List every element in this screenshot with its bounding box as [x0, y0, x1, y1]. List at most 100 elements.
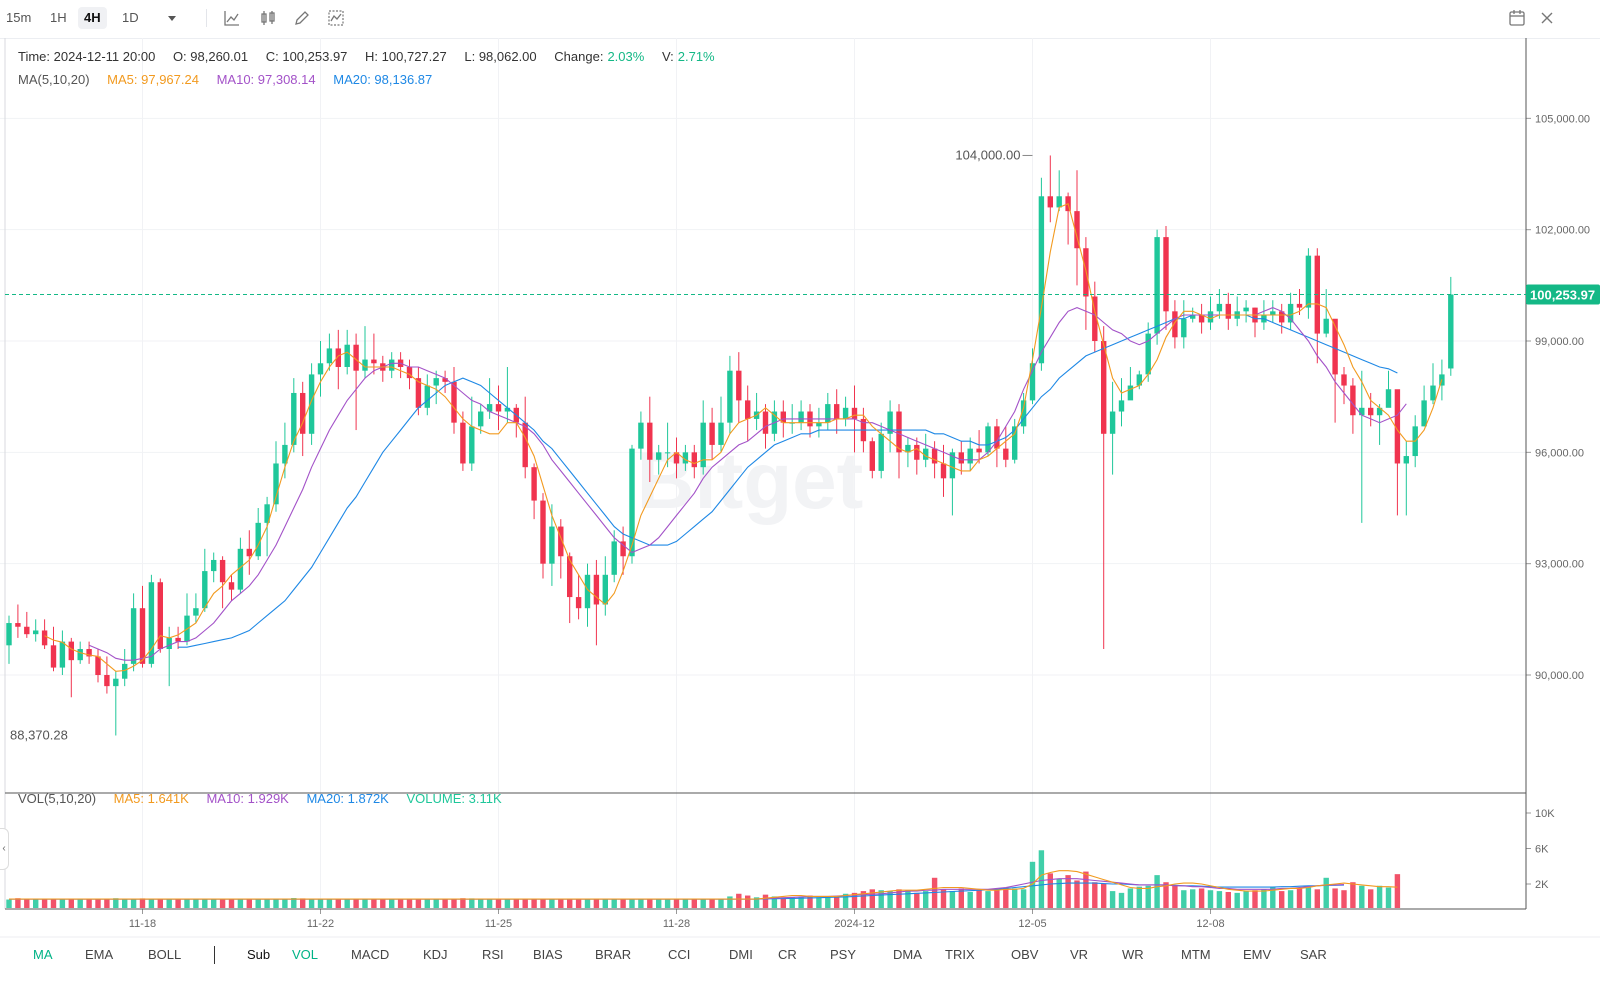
- high-marker-label: 104,000.00: [955, 147, 1020, 162]
- candle-body: [1385, 389, 1392, 408]
- sub-label: Sub: [247, 947, 271, 962]
- volume-bar: [816, 897, 822, 908]
- candle-body: [1359, 407, 1365, 416]
- candle-body: [905, 444, 911, 453]
- timeframe-1d[interactable]: 1D: [122, 10, 139, 25]
- volume-bar: [478, 898, 484, 908]
- indicator-obv[interactable]: OBV: [1011, 947, 1039, 962]
- indicator-vol[interactable]: VOL: [292, 947, 319, 962]
- indicator-macd[interactable]: MACD: [351, 947, 390, 962]
- timeframe-4h[interactable]: 4H: [78, 7, 107, 29]
- candle-body: [95, 656, 101, 675]
- volume-bar: [308, 898, 315, 908]
- volume-bar: [1136, 886, 1142, 908]
- indicator-sar[interactable]: SAR: [1300, 947, 1327, 962]
- volume-bar: [300, 898, 306, 908]
- info-change-label: Change:: [554, 49, 604, 64]
- indicator-wr[interactable]: WR: [1122, 947, 1144, 962]
- indicator-cci[interactable]: CCI: [668, 947, 691, 962]
- candle-body: [308, 374, 315, 434]
- last-price-label: 100,253.97: [1530, 287, 1595, 302]
- indicator-kdj[interactable]: KDJ: [423, 947, 448, 962]
- date-tick-label: 2024-12: [834, 918, 874, 930]
- calendar-icon[interactable]: [1507, 8, 1527, 28]
- volume-bar: [709, 899, 715, 908]
- volume-bar: [1243, 891, 1249, 908]
- indicator-ma[interactable]: MA: [33, 947, 53, 962]
- collapse-arrow-icon[interactable]: ‹: [0, 828, 9, 870]
- pencil-icon[interactable]: [292, 8, 312, 28]
- volume-bar: [1020, 889, 1027, 908]
- timeframe-15m[interactable]: 15m: [6, 10, 32, 25]
- volume-bar: [282, 898, 288, 908]
- volume-bar: [1154, 875, 1160, 908]
- timeframe-1h[interactable]: 1H: [50, 10, 67, 25]
- volume-bar: [33, 899, 39, 908]
- candle-body: [415, 378, 422, 408]
- indicator-emv[interactable]: EMV: [1243, 947, 1272, 962]
- candlestick-icon[interactable]: [258, 8, 278, 28]
- volume-bar: [362, 899, 368, 908]
- candle-body: [469, 426, 475, 464]
- volume-bar: [1368, 889, 1374, 908]
- ohlc-info: Time: 2024-12-11 20:00 O: 98,260.01 C: 1…: [18, 49, 729, 64]
- volume-bar: [611, 899, 617, 908]
- volume-bar: [148, 899, 155, 908]
- volume-bar: [50, 899, 57, 908]
- candle-body: [255, 522, 261, 557]
- indicator-trix[interactable]: TRIX: [945, 947, 975, 962]
- line-chart-icon[interactable]: [222, 8, 242, 28]
- volume-bar: [1127, 888, 1134, 908]
- volume-bar: [575, 898, 582, 908]
- price-tick-label: 102,000.00: [1535, 225, 1590, 237]
- indicator-boll[interactable]: BOLL: [148, 947, 182, 962]
- volume-bar: [1314, 889, 1320, 908]
- volume-bar: [682, 899, 689, 908]
- volume-bar: [1216, 891, 1223, 908]
- date-tick-label: 11-18: [129, 918, 156, 930]
- indicator-vr[interactable]: VR: [1070, 947, 1089, 962]
- chevron-down-icon[interactable]: [162, 8, 182, 28]
- volume-bar: [175, 899, 181, 908]
- volume-bar: [1118, 892, 1125, 908]
- volume-bar: [1198, 888, 1205, 908]
- candle-body: [122, 663, 128, 679]
- candle-body: [1172, 311, 1178, 338]
- volume-bar: [246, 899, 252, 908]
- candle-body: [575, 597, 582, 609]
- volume-tick-label: 10K: [1535, 808, 1555, 820]
- indicator-brar[interactable]: BRAR: [595, 947, 632, 962]
- axes: 105,000.00 102,000.00 99,000.00 96,000.00 93…: [0, 38, 1600, 938]
- volume-bar: [647, 899, 653, 908]
- candle-body: [602, 574, 608, 605]
- volume-bar: [807, 895, 813, 908]
- volume-bar: [442, 899, 448, 908]
- volume-bar: [1047, 873, 1053, 908]
- volume-bar: [317, 898, 324, 908]
- candle-body: [656, 452, 662, 460]
- volume-bar: [1056, 878, 1062, 908]
- info-amp-value: 2.71%: [677, 49, 715, 64]
- ma-lines: [9, 202, 1443, 900]
- indicator-mtm[interactable]: MTM: [1181, 947, 1211, 962]
- indicator-cr[interactable]: CR: [778, 947, 797, 962]
- close-icon[interactable]: [1537, 8, 1557, 28]
- indicator-ema[interactable]: EMA: [85, 947, 114, 962]
- indicator-bias[interactable]: BIAS: [533, 947, 563, 962]
- volume-bar: [1341, 890, 1347, 908]
- candle-body: [1323, 318, 1329, 334]
- indicator-dmi[interactable]: DMI: [729, 947, 753, 962]
- candle-body: [219, 559, 226, 583]
- candle-body: [967, 448, 973, 464]
- volume-bar: [335, 899, 341, 908]
- volume-bar: [860, 891, 867, 908]
- candle-body: [1368, 407, 1374, 416]
- candle-body: [104, 675, 110, 687]
- indicator-psy[interactable]: PSY: [830, 947, 857, 962]
- volume-bar: [789, 897, 795, 908]
- indicator-icon[interactable]: [326, 8, 346, 28]
- indicator-dma[interactable]: DMA: [893, 947, 922, 962]
- volume-bar: [629, 898, 635, 908]
- indicator-rsi[interactable]: RSI: [482, 947, 504, 962]
